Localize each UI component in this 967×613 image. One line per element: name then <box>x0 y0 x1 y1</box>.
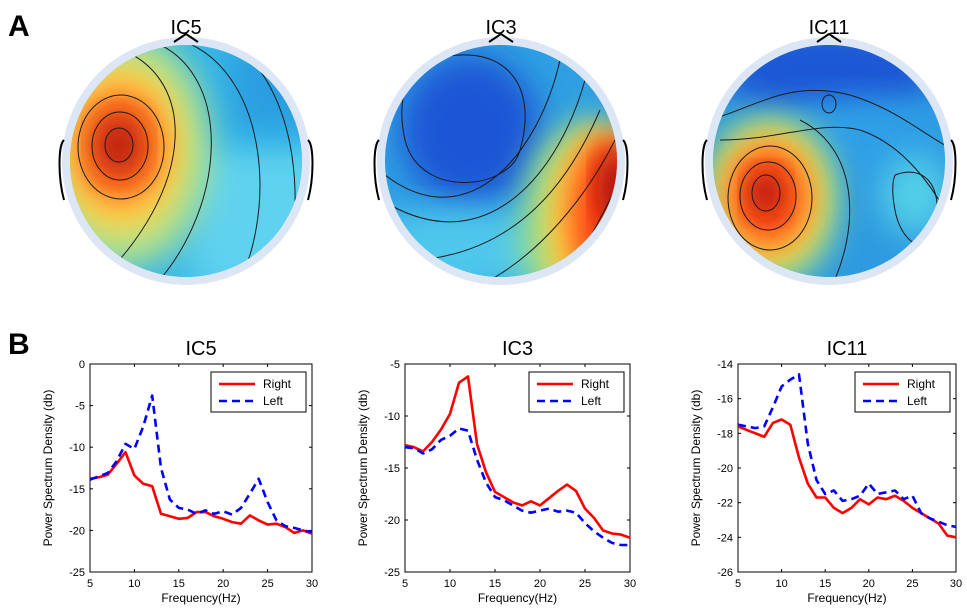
series-line-left <box>737 373 957 529</box>
legend-box <box>210 371 307 413</box>
y-tick-label: -16 <box>717 394 733 406</box>
left-ear-icon <box>58 139 65 201</box>
x-tick-label: 5 <box>735 578 741 590</box>
series-line-right <box>737 418 957 539</box>
x-tick-label: 15 <box>819 578 831 590</box>
topomap-ic5: IC5 <box>58 17 314 285</box>
topomap-title: IC5 <box>170 17 201 39</box>
chart-title: IC11 <box>827 338 868 360</box>
legend-box <box>854 371 951 413</box>
axes-frame <box>89 363 313 573</box>
series-line-right <box>89 450 313 535</box>
series-line-left <box>89 394 313 534</box>
legend-label: Left <box>581 394 602 408</box>
legend-label: Left <box>263 394 284 408</box>
x-tick-label: 20 <box>217 578 229 590</box>
y-tick-label: -25 <box>384 567 400 579</box>
x-tick-label: 5 <box>402 578 408 590</box>
x-tick-label: 25 <box>261 578 273 590</box>
x-tick-label: 25 <box>579 578 591 590</box>
legend-label: Left <box>907 394 928 408</box>
x-tick-label: 10 <box>444 578 456 590</box>
nose-icon <box>488 32 514 43</box>
legend-label: Right <box>581 377 610 391</box>
panel-label-a: A <box>8 10 30 43</box>
topomap-title: IC3 <box>485 17 516 39</box>
x-tick-label: 30 <box>950 578 962 590</box>
x-tick-label: 15 <box>489 578 501 590</box>
psd-chart-ic11: IC11 5 10 15 20 25 30 -14 -16 -18 -20 -22 -24 -26 Freq… <box>689 338 962 605</box>
x-tick-label: 20 <box>863 578 875 590</box>
x-axis-label: Frequency(Hz) <box>478 591 557 605</box>
y-tick-label: -15 <box>384 463 400 475</box>
legend-label: Right <box>263 377 292 391</box>
y-axis-label: Power Spectrum Density (db) <box>41 390 55 547</box>
chart-title: IC5 <box>185 338 216 360</box>
y-tick-label: -24 <box>717 532 733 544</box>
series-line-left <box>404 427 630 547</box>
right-ear-icon <box>950 139 957 201</box>
y-tick-label: -14 <box>717 359 733 371</box>
psd-chart-ic5: IC5 5 10 15 20 25 30 0 -5 -10 -15 -20 -25 Frequency(H… <box>41 338 318 605</box>
x-tick-label: 20 <box>534 578 546 590</box>
nose-icon <box>816 32 842 43</box>
right-ear-icon <box>307 139 314 201</box>
y-tick-label: -18 <box>717 428 733 440</box>
y-tick-label: -26 <box>717 567 733 579</box>
y-tick-label: -25 <box>69 567 85 579</box>
y-tick-label: -10 <box>384 411 400 423</box>
x-tick-label: 10 <box>128 578 140 590</box>
psd-chart-ic3: IC3 5 10 15 20 25 30 -5 -10 -15 -20 -25 Frequency(Hz… <box>356 338 636 605</box>
y-axis-label: Power Spectrum Density (db) <box>689 390 703 547</box>
x-tick-label: 10 <box>775 578 787 590</box>
legend-box <box>528 371 625 413</box>
x-axis-label: Frequency(Hz) <box>161 591 240 605</box>
y-tick-label: -22 <box>717 498 733 510</box>
y-tick-label: -5 <box>390 359 400 371</box>
y-tick-label: -15 <box>69 484 85 496</box>
legend-label: Right <box>907 377 936 391</box>
nose-icon <box>173 32 199 43</box>
left-ear-icon <box>701 139 708 201</box>
y-tick-label: -20 <box>384 515 400 527</box>
y-tick-label: 0 <box>79 359 85 371</box>
x-tick-label: 15 <box>173 578 185 590</box>
topomap-ic11: IC11 <box>701 17 957 285</box>
x-tick-label: 25 <box>906 578 918 590</box>
y-tick-label: -10 <box>69 442 85 454</box>
y-axis-label: Power Spectrum Density (db) <box>356 390 370 547</box>
series-line-right <box>404 375 631 539</box>
x-tick-label: 5 <box>87 578 93 590</box>
x-tick-label: 30 <box>306 578 318 590</box>
y-tick-label: -20 <box>717 463 733 475</box>
panel-label-b: B <box>8 328 30 361</box>
x-tick-label: 30 <box>624 578 636 590</box>
right-ear-icon <box>622 139 629 201</box>
y-tick-label: -5 <box>75 401 85 413</box>
topomap-ic3: IC3 <box>373 17 629 285</box>
topomap-title: IC11 <box>809 17 850 39</box>
x-axis-label: Frequency(Hz) <box>807 591 886 605</box>
left-ear-icon <box>373 139 380 201</box>
chart-title: IC3 <box>502 338 533 360</box>
y-tick-label: -20 <box>69 525 85 537</box>
